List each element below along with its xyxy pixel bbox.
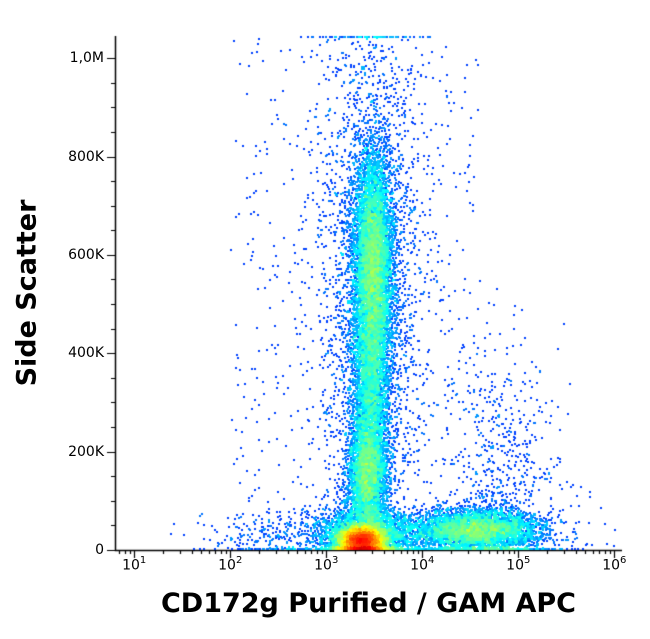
x-tick-label: 103 (314, 555, 339, 574)
x-tick-label: 106 (602, 555, 627, 574)
y-tick-label: 600K (68, 246, 104, 263)
x-tick-label: 102 (218, 555, 243, 574)
x-tick-label: 104 (410, 555, 435, 574)
x-axis-label: CD172g Purified / GAM APC (160, 588, 577, 619)
y-tick-label: 400K (68, 345, 104, 362)
y-axis-label: Side Scatter (11, 199, 43, 387)
y-tick-label: 1,0M (69, 50, 104, 67)
y-tick-label: 0 (95, 542, 104, 558)
x-tick-label: 101 (122, 555, 147, 574)
y-tick-label: 800K (68, 148, 104, 165)
x-tick-label: 105 (506, 555, 531, 574)
y-tick-label: 200K (68, 443, 104, 460)
